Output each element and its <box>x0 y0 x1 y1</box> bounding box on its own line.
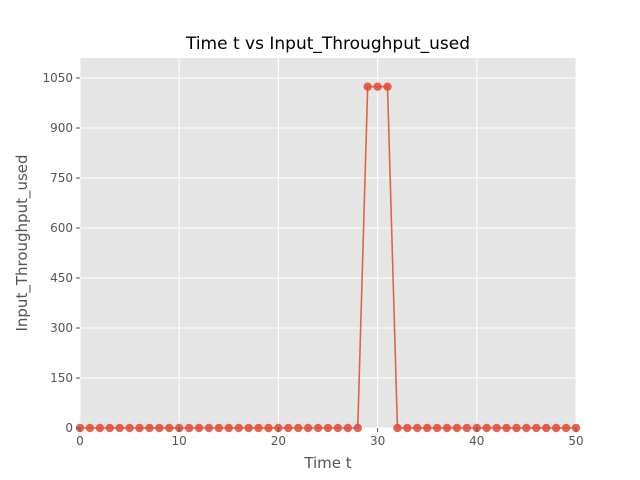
data-point <box>393 423 402 433</box>
axis-ticks: 0 10 20 30 40 50 0 150 300 450 600 750 900 1050 <box>42 71 583 448</box>
data-point <box>512 423 521 433</box>
y-tick-label: 600 <box>50 221 73 235</box>
x-tick-label: 40 <box>469 434 484 448</box>
data-point <box>542 423 551 433</box>
y-axis-label: Input_Throughput_used <box>13 154 32 331</box>
y-tick-label: 0 <box>65 421 73 435</box>
y-tick-label: 1050 <box>42 71 73 85</box>
data-point <box>85 423 95 433</box>
y-tick-label: 150 <box>50 371 73 385</box>
x-tick-label: 0 <box>76 434 84 448</box>
data-point <box>383 82 392 91</box>
data-point <box>125 423 134 433</box>
data-point <box>294 423 303 433</box>
chart-title: Time t vs Input_Throughput_used <box>185 34 470 54</box>
data-point <box>333 423 343 433</box>
data-point <box>224 423 233 433</box>
x-axis-label: Time t <box>303 454 351 472</box>
data-point <box>551 423 561 433</box>
data-point <box>214 423 224 433</box>
data-point <box>442 423 452 433</box>
data-point <box>532 423 541 433</box>
data-point <box>432 423 442 433</box>
data-point <box>363 82 372 91</box>
data-point <box>482 423 491 433</box>
data-point <box>194 423 204 433</box>
plot-area <box>80 58 576 428</box>
grid <box>79 58 577 429</box>
x-tick-label: 50 <box>568 434 583 448</box>
y-tick-label: 450 <box>50 271 73 285</box>
data-point <box>403 423 412 433</box>
data-point <box>284 423 293 433</box>
y-tick-label: 300 <box>50 321 73 335</box>
y-tick-label: 750 <box>50 171 73 185</box>
data-point <box>95 423 105 433</box>
series-layer <box>75 82 581 433</box>
data-point <box>115 423 124 433</box>
data-point <box>303 423 313 433</box>
data-point <box>492 423 501 433</box>
data-point <box>323 423 333 433</box>
data-point <box>502 423 511 433</box>
data-point <box>452 423 462 433</box>
data-point <box>135 423 144 433</box>
x-tick-label: 20 <box>271 434 286 448</box>
data-point <box>234 423 243 433</box>
data-point <box>254 423 263 433</box>
data-point <box>373 82 382 91</box>
x-tick-label: 10 <box>172 434 187 448</box>
y-tick-label: 900 <box>50 121 73 135</box>
data-point <box>145 423 154 433</box>
data-point <box>264 423 273 433</box>
data-point <box>155 423 164 433</box>
data-point <box>313 423 323 433</box>
data-point <box>423 423 432 433</box>
data-point <box>462 423 472 433</box>
data-point <box>165 423 174 433</box>
data-point <box>105 423 114 433</box>
data-point <box>522 423 531 433</box>
x-tick-label: 30 <box>370 434 385 448</box>
data-point <box>343 423 353 433</box>
data-point <box>413 423 422 433</box>
data-point <box>353 423 362 433</box>
data-point <box>204 423 214 433</box>
data-point <box>244 423 253 433</box>
data-point <box>184 423 194 433</box>
data-point <box>561 423 571 433</box>
